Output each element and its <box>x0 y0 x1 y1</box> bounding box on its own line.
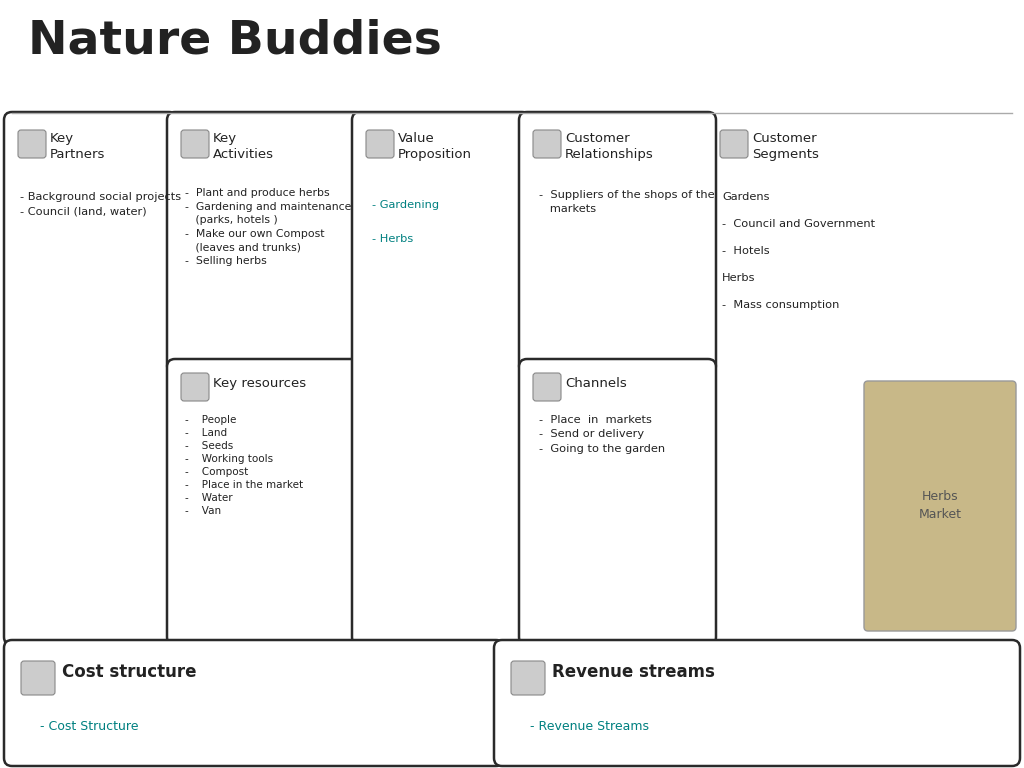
Text: Channels: Channels <box>565 377 627 390</box>
FancyBboxPatch shape <box>534 373 561 401</box>
FancyBboxPatch shape <box>720 130 748 158</box>
Text: - Revenue Streams: - Revenue Streams <box>530 720 649 733</box>
Text: Revenue streams: Revenue streams <box>552 663 715 681</box>
FancyBboxPatch shape <box>519 359 716 645</box>
FancyBboxPatch shape <box>4 640 504 766</box>
Text: Nature Buddies: Nature Buddies <box>28 18 442 63</box>
Text: - Cost Structure: - Cost Structure <box>40 720 138 733</box>
Text: -  Plant and produce herbs
-  Gardening and maintenance
   (parks, hotels )
-  M: - Plant and produce herbs - Gardening an… <box>185 188 351 266</box>
FancyBboxPatch shape <box>18 130 46 158</box>
Text: -  Mass consumption: - Mass consumption <box>722 300 840 310</box>
Text: Cost structure: Cost structure <box>62 663 197 681</box>
Text: -    People
-    Land
-    Seeds
-    Working tools
-    Compost
-    Place in t: - People - Land - Seeds - Working tools … <box>185 415 303 516</box>
Text: Herbs
Market: Herbs Market <box>919 491 962 521</box>
Text: Customer
Relationships: Customer Relationships <box>565 132 653 161</box>
Text: - Gardening: - Gardening <box>372 200 439 210</box>
Text: -  Suppliers of the shops of the
   markets: - Suppliers of the shops of the markets <box>539 190 715 214</box>
Text: Key resources: Key resources <box>213 377 306 390</box>
FancyBboxPatch shape <box>167 359 364 645</box>
Text: - Herbs: - Herbs <box>372 234 414 244</box>
FancyBboxPatch shape <box>181 373 209 401</box>
FancyBboxPatch shape <box>352 112 530 645</box>
FancyBboxPatch shape <box>22 661 55 695</box>
Text: Customer
Segments: Customer Segments <box>752 132 819 161</box>
FancyBboxPatch shape <box>494 640 1020 766</box>
FancyBboxPatch shape <box>4 112 177 645</box>
Text: -  Place  in  markets
-  Send or delivery
-  Going to the garden: - Place in markets - Send or delivery - … <box>539 415 666 454</box>
FancyBboxPatch shape <box>519 112 716 373</box>
FancyBboxPatch shape <box>534 130 561 158</box>
Text: Key
Activities: Key Activities <box>213 132 274 161</box>
Text: Herbs: Herbs <box>722 273 756 283</box>
FancyBboxPatch shape <box>167 112 364 373</box>
FancyBboxPatch shape <box>864 381 1016 631</box>
Text: Gardens: Gardens <box>722 192 769 202</box>
FancyBboxPatch shape <box>511 661 545 695</box>
Text: - Background social projects
- Council (land, water): - Background social projects - Council (… <box>20 192 181 217</box>
Text: Key
Partners: Key Partners <box>50 132 105 161</box>
FancyBboxPatch shape <box>366 130 394 158</box>
Text: -  Hotels: - Hotels <box>722 246 770 256</box>
Text: Value
Proposition: Value Proposition <box>398 132 472 161</box>
Text: -  Council and Government: - Council and Government <box>722 219 876 229</box>
FancyBboxPatch shape <box>181 130 209 158</box>
